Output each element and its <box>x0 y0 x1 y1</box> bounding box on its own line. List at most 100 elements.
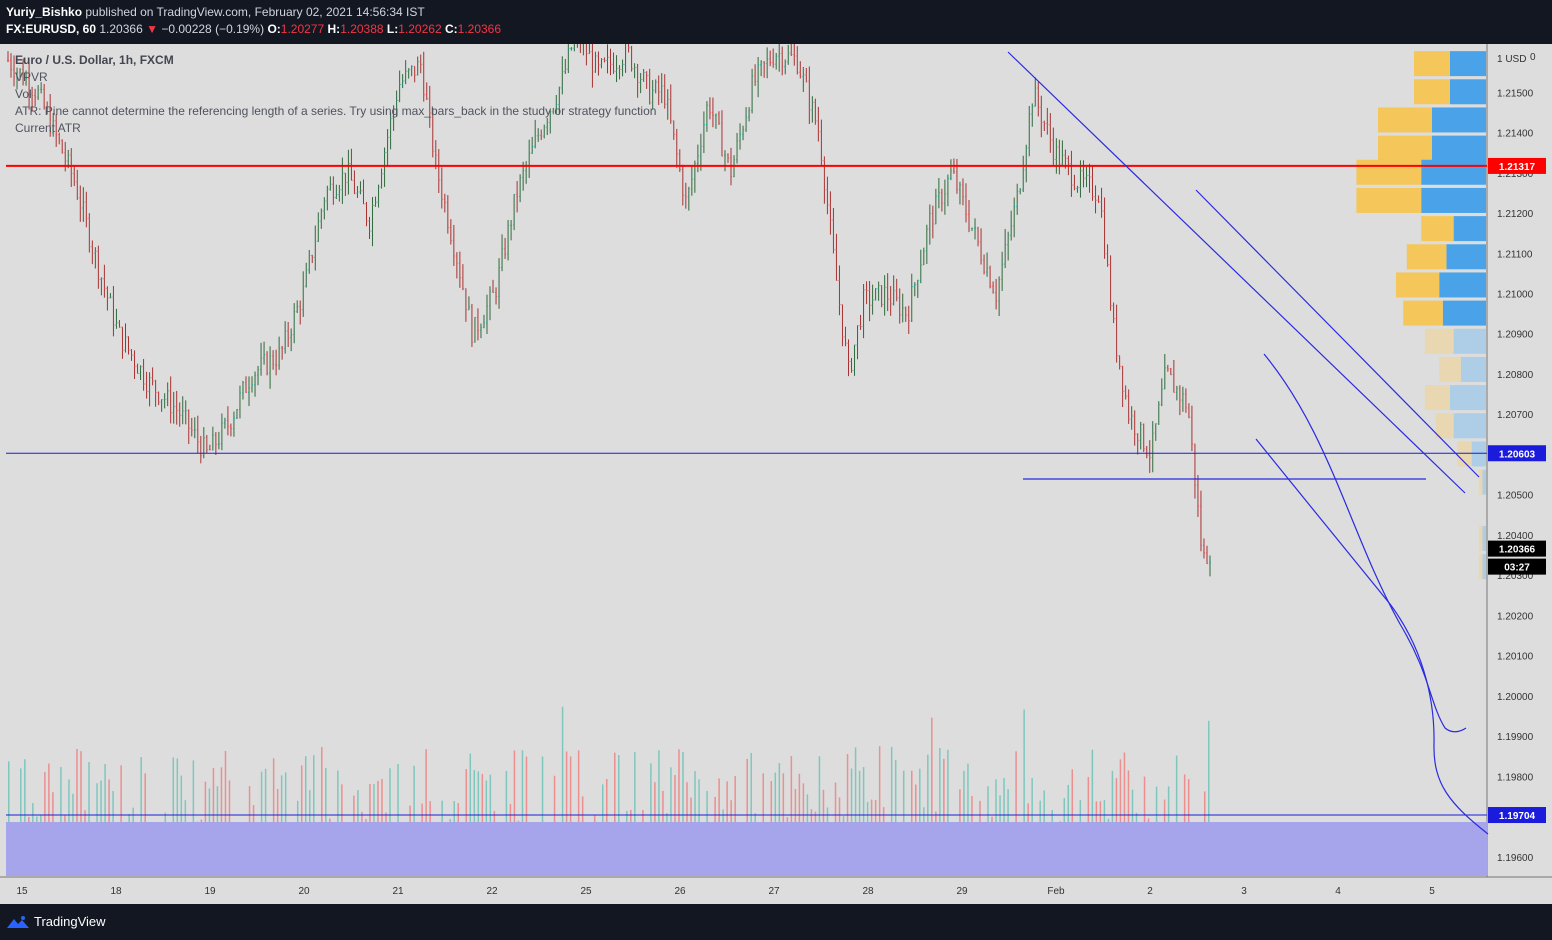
volume-bar <box>304 756 307 876</box>
volume-bar <box>224 750 227 876</box>
price-tick-label: 1.21400 <box>1497 129 1534 140</box>
price-tick-label: 1.20700 <box>1497 410 1534 421</box>
volume-bar <box>1015 751 1017 876</box>
candles <box>7 44 1211 577</box>
vpvr-down-segment <box>1450 79 1486 105</box>
volume-bar <box>670 767 672 876</box>
volume-bar <box>931 717 933 876</box>
price-tick-label: 1.20000 <box>1497 692 1534 703</box>
time-tick-label: 29 <box>956 886 968 897</box>
vpvr-up-segment <box>1421 216 1454 242</box>
down-arrow-icon: ▼ <box>146 22 158 36</box>
vpvr-down-segment <box>1482 554 1486 580</box>
volume-bar <box>220 767 223 876</box>
time-axis-background[interactable] <box>0 877 1552 904</box>
volume-bar <box>943 758 945 876</box>
volume-bar <box>192 760 195 876</box>
vpvr-up-segment <box>1406 244 1447 270</box>
plot-background <box>0 44 1487 877</box>
volume-bar <box>750 752 752 876</box>
vpvr-up-segment <box>1435 413 1454 439</box>
volume-bar <box>1175 755 1178 876</box>
price-tick-label: 1.20300 <box>1497 571 1534 582</box>
author-name[interactable]: Yuriy_Bishko <box>6 5 83 19</box>
vpvr-up-segment <box>1356 187 1422 213</box>
volume-bar <box>24 759 26 876</box>
price-badges: 1.21317 1.20603 1.20366 03:27 1.19704 <box>1488 157 1546 824</box>
volume-bar <box>60 767 62 876</box>
vpvr-up-segment <box>1356 159 1422 185</box>
vpvr-up-segment <box>1414 79 1450 105</box>
tradingview-brand[interactable]: TradingView <box>34 914 106 929</box>
horizontal-levels[interactable] <box>6 164 1487 816</box>
volume-bar <box>658 750 660 876</box>
price-tick-label: 1.21000 <box>1497 289 1534 300</box>
bottom-level-badge: 1.19704 <box>1499 811 1536 822</box>
vpvr-down-segment <box>1421 159 1486 185</box>
series-title: Euro / U.S. Dollar, 1h, FXCM <box>15 53 174 67</box>
trend-line-channel[interactable] <box>1195 189 1480 478</box>
time-tick-label: 25 <box>580 886 592 897</box>
volume-bar <box>76 748 78 876</box>
price-tick-label: 1.20500 <box>1497 491 1534 502</box>
trend-line-upper[interactable] <box>1007 51 1466 494</box>
atr-area <box>6 822 1487 876</box>
legend-vpvr[interactable]: VPVR <box>15 70 48 84</box>
legend-atr[interactable]: ATR: Pine cannot determine the referenci… <box>15 104 657 118</box>
price-tick-label: 1.21100 <box>1497 249 1533 260</box>
volume-bar <box>521 750 524 876</box>
vpvr-down-segment <box>1421 187 1486 213</box>
time-tick-label: 2 <box>1147 886 1153 897</box>
last-price-badge-bg <box>1488 540 1546 557</box>
vpvr-up-segment <box>1478 554 1483 580</box>
volume-bar <box>1119 759 1122 876</box>
legend-vol[interactable]: Vol <box>15 87 32 101</box>
vpvr-up-segment <box>1378 107 1432 133</box>
countdown-badge: 03:27 <box>1504 563 1530 574</box>
volume-bar <box>313 755 315 876</box>
high-value: 1.20388 <box>340 22 384 36</box>
price-chart[interactable]: 1.21500 1.21400 1.21300 1.21200 1.21100 1.210… <box>0 44 1552 904</box>
price-tick-label: 1.19900 <box>1497 732 1534 743</box>
price-tick-label: 1.21500 <box>1497 88 1534 99</box>
legend-current-atr[interactable]: Current ATR <box>15 121 81 135</box>
projection-curve-1[interactable] <box>1263 353 1467 733</box>
price-change: −0.00228 (−0.19%) <box>161 22 265 36</box>
volume-bar <box>650 763 652 876</box>
volume-bar <box>104 764 106 876</box>
axis-corner-mark: 0 <box>1530 52 1536 63</box>
volume-bar <box>321 747 323 876</box>
volume-bar <box>939 748 941 876</box>
volume-bar <box>413 765 415 876</box>
tradingview-logo-icon[interactable] <box>6 914 30 930</box>
price-tick-label: 1.21300 <box>1497 169 1534 180</box>
axes: 1.21500 1.21400 1.21300 1.21200 1.21100 1.210… <box>16 88 1533 897</box>
volume-bar <box>425 749 427 876</box>
close-label: C: <box>444 22 458 36</box>
trend-drawings[interactable] <box>1007 51 1489 835</box>
vpvr-up-segment <box>1378 135 1432 161</box>
volume-bar <box>618 755 620 876</box>
vpvr-down-segment <box>1482 469 1486 495</box>
currency-label[interactable]: 1 USD <box>1497 54 1526 65</box>
vpvr-down-segment <box>1446 244 1486 270</box>
vpvr-down-segment <box>1453 216 1486 242</box>
high-label: H: <box>327 22 341 36</box>
volume-bar <box>565 751 568 876</box>
vpvr-down-segment <box>1432 135 1486 161</box>
footer-bar: TradingView <box>0 904 1552 940</box>
volume-bar <box>967 763 969 876</box>
low-label: L: <box>386 22 399 36</box>
projection-curve-2[interactable] <box>1255 438 1489 835</box>
time-tick-label: 20 <box>298 886 310 897</box>
volume-bar <box>634 752 636 876</box>
volume-bar <box>746 758 748 876</box>
vpvr-down-segment <box>1432 107 1486 133</box>
vpvr-down-segment <box>1450 385 1486 411</box>
price-tick-label: 1.20200 <box>1497 611 1534 622</box>
red-level-badge: 1.21317 <box>1499 162 1536 173</box>
volume-bar <box>682 752 684 876</box>
volume-bar <box>325 767 327 876</box>
volume-profile <box>1356 51 1486 580</box>
time-tick-label: 4 <box>1335 886 1341 897</box>
